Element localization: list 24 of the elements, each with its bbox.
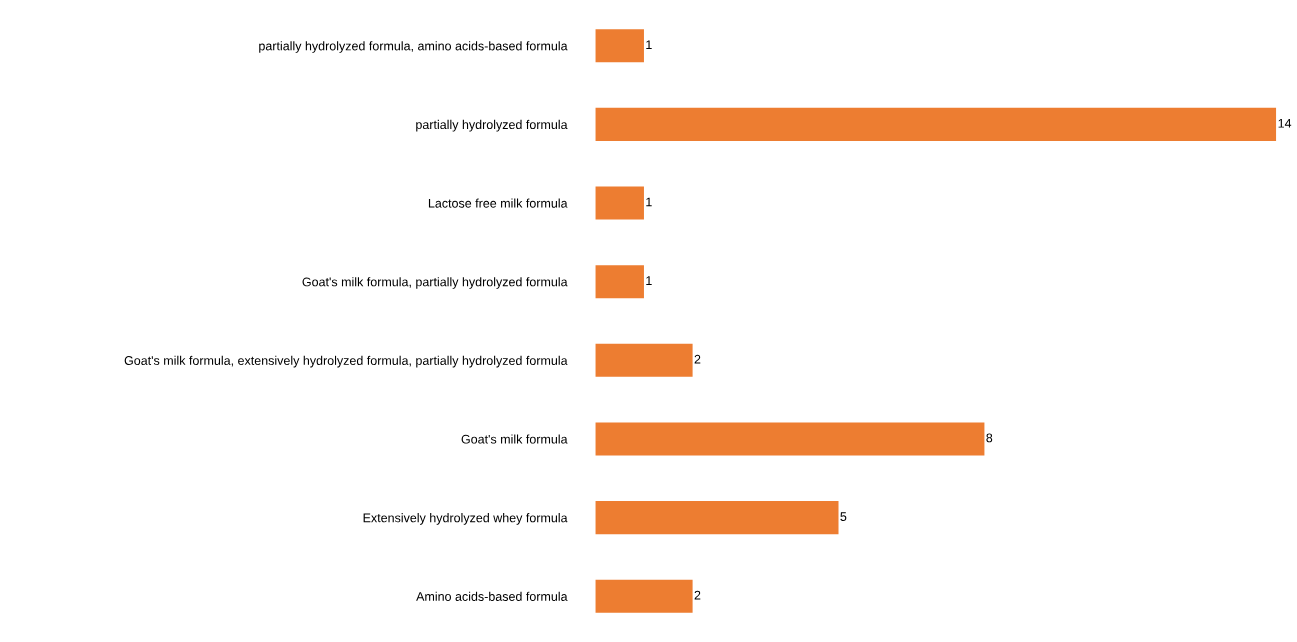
data-label: 1 [646, 40, 652, 49]
y-tick-label: Amino acids-based formula [416, 591, 568, 601]
y-tick-label: Lactose free milk formula [428, 198, 568, 208]
bar [595, 29, 644, 63]
data-label: 5 [840, 512, 847, 521]
y-tick-label: Goat's milk formula, partially hydrolyzed formula [302, 277, 568, 289]
y-tick-label: partially hydrolyzed formula [416, 119, 568, 132]
data-label: 1 [646, 276, 652, 285]
bar [595, 343, 693, 377]
y-tick-label: Goat's milk formula [461, 434, 568, 444]
data-label: 8 [986, 433, 993, 443]
bar [595, 107, 1277, 141]
data-label: 1 [646, 197, 652, 207]
bar [595, 501, 839, 535]
data-label: 14 [1278, 119, 1292, 128]
bar [595, 265, 644, 299]
y-tick-label: partially hydrolyzed formula, amino acids-based formula [259, 41, 568, 53]
y-tick-label: Extensively hydrolyzed whey formula [363, 513, 568, 525]
y-tick-label: Goat's milk formula, extensively hydrolyzed formula, partially hydrolyzed formula [124, 355, 568, 368]
data-label: 2 [694, 590, 701, 600]
data-label: 2 [694, 354, 701, 364]
bar [595, 186, 644, 220]
bar [595, 579, 693, 613]
bar [595, 422, 985, 456]
